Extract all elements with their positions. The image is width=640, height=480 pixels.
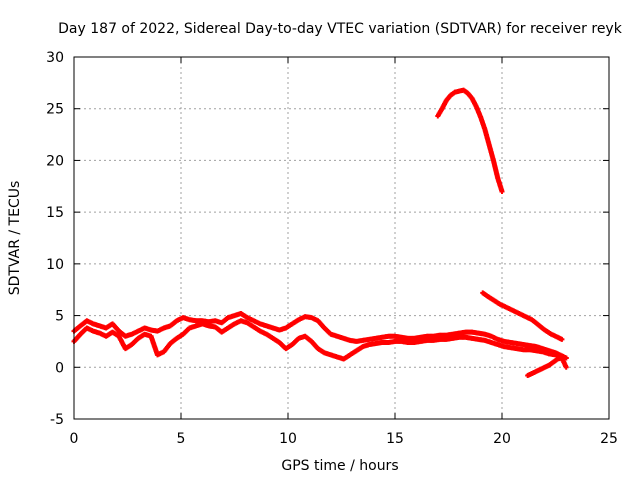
y-tick-label: 30 bbox=[46, 50, 64, 66]
grid-lines bbox=[74, 57, 609, 419]
series-late-descent bbox=[480, 290, 565, 342]
x-tick-label: 25 bbox=[600, 431, 618, 447]
data-points bbox=[71, 87, 569, 379]
data-point bbox=[559, 336, 565, 342]
y-tick-label: -5 bbox=[50, 412, 64, 428]
x-tick-label: 10 bbox=[279, 431, 297, 447]
axis-ticks: -5 0 5 10 15 20 25 30 0 5 10 15 20 25 bbox=[46, 50, 618, 447]
y-tick-label: 10 bbox=[46, 257, 64, 273]
y-axis-label: SDTVAR / TECUs bbox=[7, 181, 23, 296]
x-axis-label: GPS time / hours bbox=[281, 458, 398, 474]
y-tick-label: 25 bbox=[46, 102, 64, 118]
data-point bbox=[563, 355, 569, 361]
y-tick-label: 0 bbox=[55, 360, 64, 376]
y-tick-label: 15 bbox=[46, 205, 64, 221]
x-tick-label: 15 bbox=[386, 431, 404, 447]
series-upper-arc bbox=[435, 87, 505, 194]
chart-title: Day 187 of 2022, Sidereal Day-to-day VTE… bbox=[58, 21, 623, 37]
series-late-rise bbox=[525, 355, 569, 379]
series-main-band bbox=[71, 311, 569, 361]
x-tick-label: 20 bbox=[493, 431, 511, 447]
data-point bbox=[499, 188, 505, 194]
x-tick-label: 5 bbox=[177, 431, 186, 447]
plot-frame bbox=[73, 56, 610, 420]
y-tick-label: 5 bbox=[55, 309, 64, 325]
series-lower-band bbox=[71, 318, 569, 362]
x-tick-label: 0 bbox=[70, 431, 79, 447]
y-tick-label: 20 bbox=[46, 153, 64, 169]
data-point bbox=[563, 364, 569, 370]
